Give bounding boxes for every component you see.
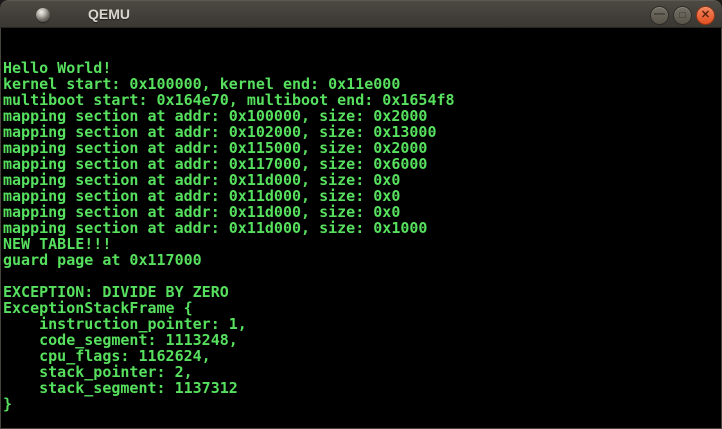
- window-controls: — □ ✕: [650, 6, 715, 25]
- titlebar[interactable]: QEMU — □ ✕: [0, 0, 722, 28]
- terminal-line: mapping section at addr: 0x102000, size:…: [3, 123, 437, 141]
- terminal-line: stack_pointer: 2,: [3, 363, 193, 381]
- minimize-button[interactable]: —: [650, 6, 669, 25]
- terminal-line: cpu_flags: 1162624,: [3, 347, 211, 365]
- terminal-screen[interactable]: Hello World! kernel start: 0x100000, kern…: [0, 28, 722, 429]
- window-title: QEMU: [88, 6, 130, 22]
- terminal-line: mapping section at addr: 0x100000, size:…: [3, 107, 428, 125]
- maximize-button[interactable]: □: [673, 6, 692, 25]
- qemu-app-icon[interactable]: [36, 8, 50, 22]
- terminal-line: Hello World!: [3, 59, 112, 77]
- terminal-line: EXCEPTION: DIVIDE BY ZERO: [3, 283, 229, 301]
- terminal-line: mapping section at addr: 0x117000, size:…: [3, 155, 428, 173]
- terminal-line: mapping section at addr: 0x11d000, size:…: [3, 187, 401, 205]
- terminal-line: code_segment: 1113248,: [3, 331, 238, 349]
- terminal-line: NEW TABLE!!!: [3, 235, 112, 253]
- terminal-line: multiboot start: 0x164e70, multiboot end…: [3, 91, 455, 109]
- terminal-line: mapping section at addr: 0x11d000, size:…: [3, 219, 428, 237]
- terminal-line: [3, 268, 721, 284]
- terminal-line: mapping section at addr: 0x11d000, size:…: [3, 203, 401, 221]
- terminal-line: ExceptionStackFrame {: [3, 299, 193, 317]
- terminal-line: mapping section at addr: 0x11d000, size:…: [3, 171, 401, 189]
- terminal-line: }: [3, 395, 13, 413]
- terminal-line: instruction_pointer: 1,: [3, 315, 247, 333]
- terminal-line: mapping section at addr: 0x115000, size:…: [3, 139, 428, 157]
- terminal-line: kernel start: 0x100000, kernel end: 0x11…: [3, 75, 401, 93]
- minimize-icon: —: [654, 7, 665, 20]
- close-icon: ✕: [700, 9, 711, 21]
- maximize-icon: □: [679, 9, 686, 21]
- terminal-line: guard page at 0x117000: [3, 251, 202, 269]
- terminal-line: stack_segment: 1137312: [3, 379, 238, 397]
- close-button[interactable]: ✕: [696, 6, 715, 25]
